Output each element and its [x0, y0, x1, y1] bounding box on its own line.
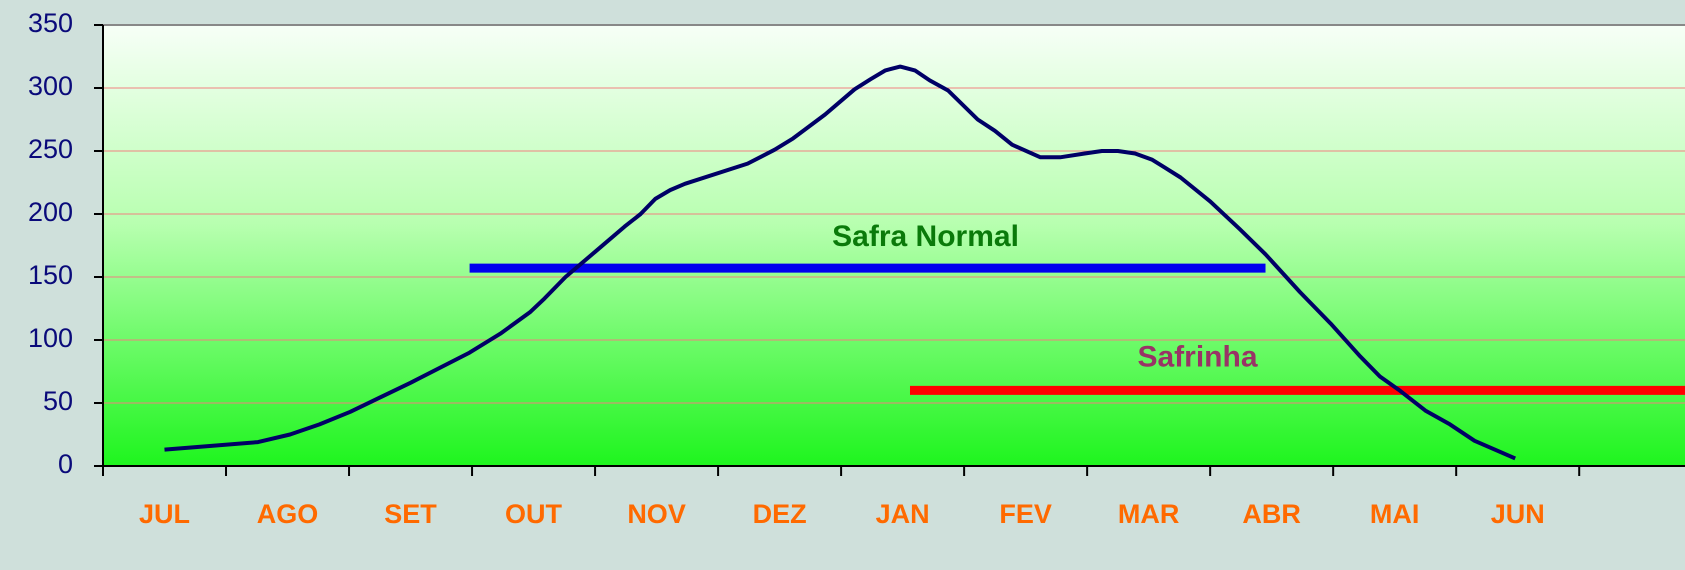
data-line — [164, 64, 1516, 461]
x-tick-label: NOV — [627, 499, 686, 529]
y-tick-label: 300 — [28, 71, 73, 101]
x-tick-label: DEZ — [753, 499, 807, 529]
x-tick-label: ABR — [1242, 499, 1301, 529]
x-tick-label: MAI — [1370, 499, 1420, 529]
y-tick-label: 50 — [43, 386, 73, 416]
y-tick-label: 250 — [28, 134, 73, 164]
y-tick-label: 350 — [28, 8, 73, 38]
x-tick-label: FEV — [999, 499, 1052, 529]
x-tick-label: JAN — [876, 499, 930, 529]
period-label: Safra Normal — [832, 220, 1019, 253]
x-tick-label: JUL — [139, 499, 190, 529]
x-tick-label: SET — [384, 499, 437, 529]
y-tick-label: 0 — [58, 449, 73, 479]
y-tick-label: 100 — [28, 323, 73, 353]
x-tick-label: OUT — [505, 499, 563, 529]
x-tick-label: AGO — [257, 499, 319, 529]
y-tick-label: 150 — [28, 260, 73, 290]
y-tick-label: 200 — [28, 197, 73, 227]
x-tick-label: JUN — [1491, 499, 1545, 529]
period-label: Safrinha — [1137, 340, 1257, 373]
x-tick-label: MAR — [1118, 499, 1180, 529]
